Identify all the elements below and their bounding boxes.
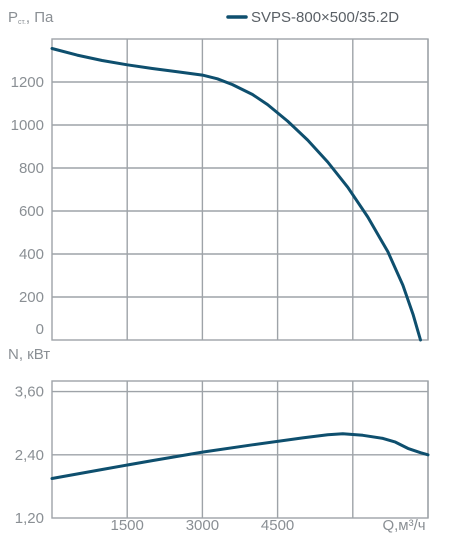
power-plot-frame [51,380,429,519]
pressure-y-tick-label: 1000 [11,117,44,134]
pressure-axis-label-main: P [8,9,18,26]
power-axis-label: N, кВт [8,346,50,363]
pressure-y-tick-label: 800 [19,160,44,177]
power-y-ticks: 1,20 2,40 3,60 [15,384,44,527]
pressure-y-ticks: 0 200 400 600 800 1000 1200 [11,74,44,338]
pressure-axis-label: Pст., Па [8,9,54,26]
chart-legend: SVPS-800×500/35.2D [226,9,399,26]
flow-x-tick-label: 1500 [111,517,144,534]
power-y-tick-label: 3,60 [15,384,44,401]
pressure-y-tick-label: 600 [19,203,44,220]
pressure-y-tick-label: 1200 [11,74,44,91]
pressure-plot-frame [51,38,429,341]
pressure-axis-label-unit: , Па [26,9,54,26]
pressure-curve [50,47,422,342]
pressure-plot-grid [51,38,429,341]
pressure-y-tick-label: 0 [36,321,44,338]
flow-axis-label: Q,м³/ч [382,517,425,534]
flow-x-tick-label: 3000 [186,517,219,534]
pressure-axis-label-sub: ст. [18,19,26,26]
legend-series-name: SVPS-800×500/35.2D [251,9,399,26]
pressure-y-tick-label: 400 [19,246,44,263]
power-plot-grid [51,380,429,519]
power-curve [50,432,430,480]
power-y-tick-label: 2,40 [15,447,44,464]
flow-x-tick-label: 4500 [261,517,294,534]
pressure-y-tick-label: 200 [19,289,44,306]
power-y-tick-label: 1,20 [15,510,44,527]
flow-x-ticks: 1500 3000 4500 [111,517,295,534]
